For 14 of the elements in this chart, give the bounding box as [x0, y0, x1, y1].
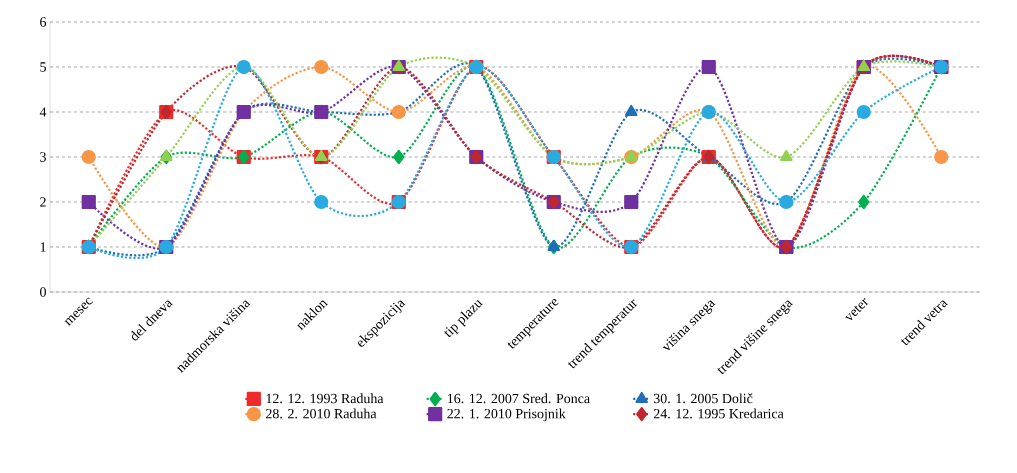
legend-label: 24. 12. 1995 Kredarica	[653, 408, 784, 419]
y-tick-label: 6	[40, 17, 47, 27]
y-tick-label: 4	[39, 107, 47, 117]
x-tick-label: veter	[845, 297, 869, 320]
y-tick-label: 0	[40, 287, 46, 297]
legend-label: 30. 1. 2005 Dolič	[653, 393, 753, 404]
y-tick-label: 3	[40, 152, 46, 162]
legend-label: 16. 12. 2007 Sred. Ponca	[447, 393, 590, 404]
legend-label: 12. 12. 1993 Raduha	[266, 393, 384, 404]
y-tick-label: 5	[40, 62, 46, 72]
legend-label: 22. 1. 2010 Prisojnik	[447, 408, 566, 422]
legend-label: 28. 2. 2010 Raduha	[266, 408, 377, 419]
y-tick-label: 1	[40, 242, 46, 252]
y-tick-label: 2	[40, 197, 46, 207]
